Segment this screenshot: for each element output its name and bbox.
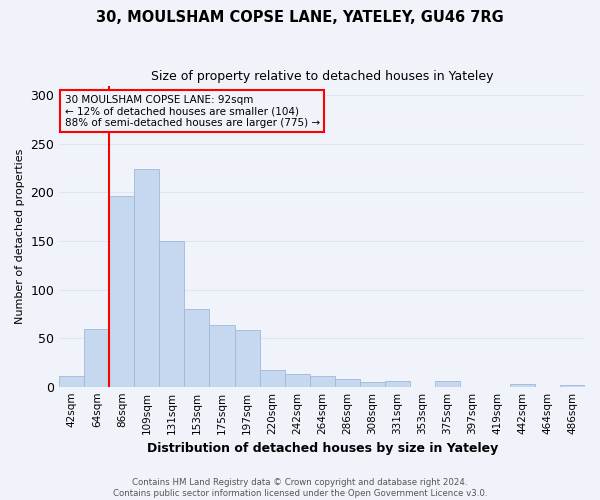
X-axis label: Distribution of detached houses by size in Yateley: Distribution of detached houses by size … [146, 442, 498, 455]
Bar [359, 382, 385, 386]
Bar [134, 169, 160, 386]
Bar [435, 381, 460, 386]
Bar [235, 330, 260, 386]
Bar [385, 381, 410, 386]
Bar [160, 241, 184, 386]
Bar [209, 326, 235, 386]
Y-axis label: Number of detached properties: Number of detached properties [15, 148, 25, 324]
Bar [310, 376, 335, 386]
Bar [510, 384, 535, 386]
Bar [184, 309, 209, 386]
Bar [284, 374, 310, 386]
Bar [260, 370, 284, 386]
Bar [59, 376, 85, 386]
Bar [109, 196, 134, 386]
Text: 30 MOULSHAM COPSE LANE: 92sqm
← 12% of detached houses are smaller (104)
88% of : 30 MOULSHAM COPSE LANE: 92sqm ← 12% of d… [65, 94, 320, 128]
Bar [335, 379, 359, 386]
Bar [560, 384, 585, 386]
Text: 30, MOULSHAM COPSE LANE, YATELEY, GU46 7RG: 30, MOULSHAM COPSE LANE, YATELEY, GU46 7… [96, 10, 504, 25]
Bar [85, 330, 109, 386]
Text: Contains HM Land Registry data © Crown copyright and database right 2024.
Contai: Contains HM Land Registry data © Crown c… [113, 478, 487, 498]
Title: Size of property relative to detached houses in Yateley: Size of property relative to detached ho… [151, 70, 493, 83]
